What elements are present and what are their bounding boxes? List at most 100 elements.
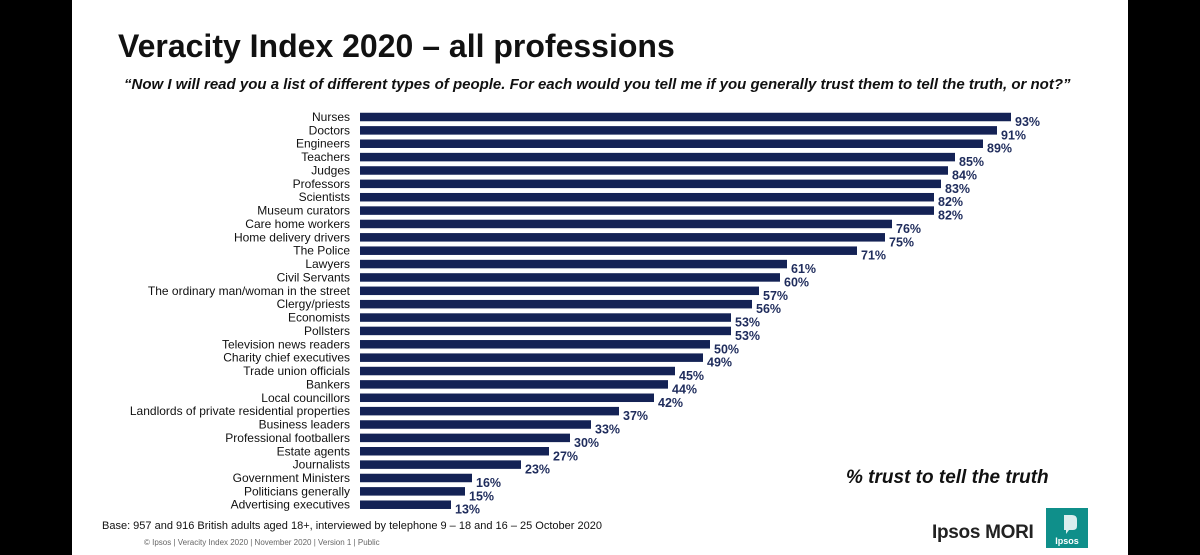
category-label: Clergy/priests (277, 297, 350, 311)
category-label: Professional footballers (225, 431, 350, 445)
measure-annotation: % trust to tell the truth (846, 467, 1049, 488)
category-label: Home delivery drivers (234, 230, 350, 244)
value-label: 50% (714, 342, 739, 356)
bar (360, 500, 451, 509)
base-note: Base: 957 and 916 British adults aged 18… (102, 520, 602, 532)
category-label: Civil Servants (277, 270, 350, 284)
value-label: 75% (889, 235, 914, 249)
bar (360, 420, 591, 429)
category-label: Lawyers (305, 257, 350, 271)
category-label: Professors (293, 177, 350, 191)
bar (360, 126, 997, 135)
category-label: Museum curators (257, 204, 350, 218)
bar (360, 447, 549, 456)
category-label: Engineers (296, 137, 350, 151)
category-label: Government Ministers (233, 471, 350, 485)
value-label: 42% (658, 396, 683, 410)
bar (360, 366, 675, 376)
category-label: Doctors (309, 123, 350, 137)
category-label: Estate agents (277, 444, 350, 458)
category-label: Local councillors (261, 391, 350, 405)
chart-title: Veracity Index 2020 – all professions (118, 28, 675, 64)
category-label: Charity chief executives (223, 351, 350, 365)
bar (360, 192, 934, 202)
value-label: 60% (784, 275, 809, 289)
value-label: 16% (476, 476, 501, 490)
bar (360, 299, 752, 309)
logo-mark (1064, 515, 1077, 534)
bar (360, 473, 472, 483)
category-label: Politicians generally (244, 484, 350, 498)
value-label: 27% (553, 449, 578, 463)
category-label: Pollsters (304, 324, 350, 338)
value-label: 30% (574, 436, 599, 450)
bar (360, 219, 892, 229)
logo-text: Ipsos (1055, 536, 1079, 546)
value-label: 82% (938, 195, 963, 209)
bar (360, 139, 983, 148)
ipsos-logo: Ipsos (1046, 508, 1088, 548)
category-label: Judges (311, 163, 350, 177)
bar (360, 380, 668, 389)
bar (360, 233, 885, 242)
value-label: 53% (735, 316, 760, 330)
category-label: Journalists (293, 458, 350, 472)
category-label: Care home workers (245, 217, 350, 231)
category-label: Television news readers (222, 337, 350, 351)
value-label: 15% (469, 489, 494, 503)
value-label: 44% (672, 382, 697, 396)
bar (360, 353, 703, 362)
value-label: 23% (525, 463, 550, 477)
bar (360, 166, 948, 175)
bar (360, 152, 955, 162)
value-label: 85% (959, 155, 984, 169)
brand-name: Ipsos MORI (932, 522, 1034, 543)
category-label: Nurses (312, 110, 350, 124)
bar (360, 179, 941, 189)
value-label: 61% (791, 262, 816, 276)
bar (360, 326, 731, 336)
bar (360, 340, 710, 349)
bar (360, 246, 857, 255)
copyright-footer: © Ipsos | Veracity Index 2020 | November… (144, 538, 380, 547)
category-label: Advertising executives (231, 498, 350, 512)
bar (360, 112, 1011, 122)
bar (360, 273, 780, 282)
value-label: 49% (707, 356, 732, 370)
chart-subtitle: “Now I will read you a list of different… (124, 76, 1071, 93)
category-label: Teachers (301, 150, 350, 164)
slide: Veracity Index 2020 – all professions “N… (72, 0, 1128, 555)
bar (360, 393, 654, 403)
value-label: 84% (952, 168, 977, 182)
category-label: Landlords of private residential propert… (130, 404, 350, 418)
value-label: 76% (896, 222, 921, 236)
category-label: Trade union officials (243, 364, 350, 378)
value-label: 89% (987, 142, 1012, 156)
bar (360, 406, 619, 416)
value-label: 91% (1001, 128, 1026, 142)
value-label: 56% (756, 302, 781, 316)
category-label: Scientists (299, 190, 350, 204)
bar (360, 206, 934, 215)
category-label: Bankers (306, 377, 350, 391)
value-label: 53% (735, 329, 760, 343)
value-label: 33% (595, 423, 620, 437)
bar (360, 460, 521, 469)
bar (360, 487, 465, 496)
value-label: 93% (1015, 115, 1040, 129)
value-label: 13% (455, 503, 480, 517)
category-label: Economists (288, 311, 350, 325)
value-label: 83% (945, 182, 970, 196)
bar-chart: Nurses 93% Doctors 91% Engineers 89% Teachers 8… (130, 110, 1040, 517)
bar (360, 433, 570, 443)
value-label: 45% (679, 369, 704, 383)
category-label: Business leaders (259, 418, 350, 432)
bar (360, 286, 759, 296)
category-label: The Police (293, 244, 350, 258)
value-label: 57% (763, 289, 788, 303)
category-label: The ordinary man/woman in the street (148, 284, 351, 298)
value-label: 82% (938, 209, 963, 223)
bar (360, 259, 787, 269)
value-label: 71% (861, 249, 886, 263)
value-label: 37% (623, 409, 648, 423)
